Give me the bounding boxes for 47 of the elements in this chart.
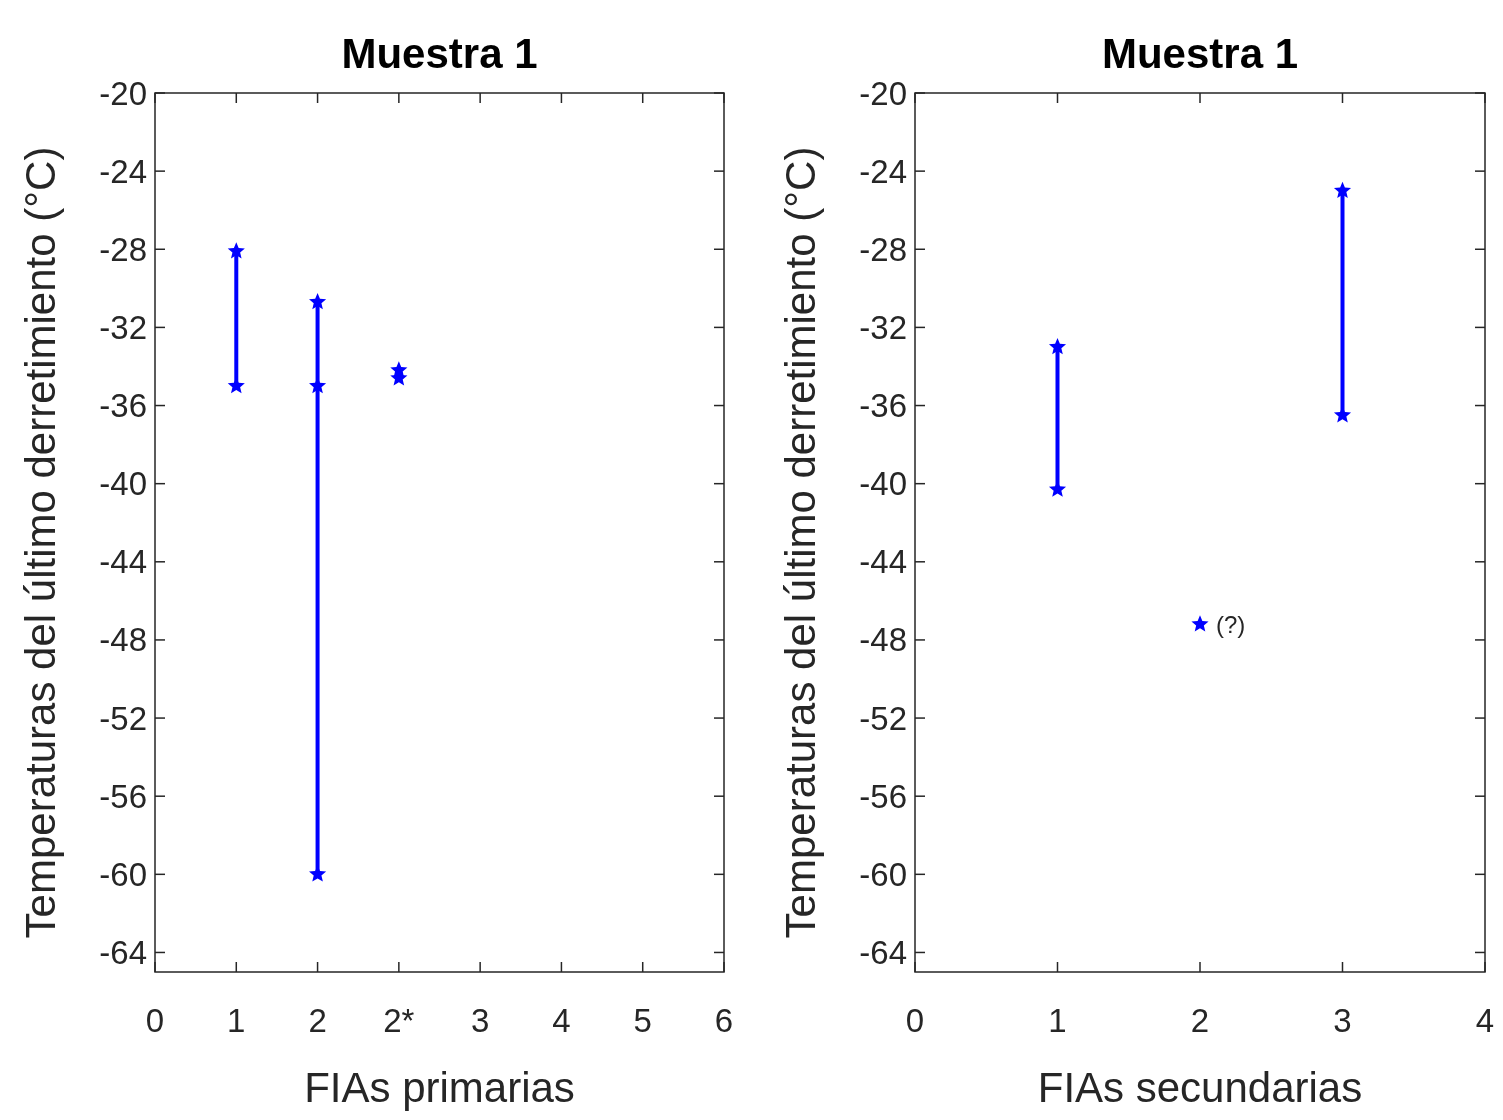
annotation: (?) — [1216, 610, 1246, 638]
y-tick-label: -32 — [859, 308, 907, 346]
y-tick-label: -28 — [859, 230, 907, 268]
x-tick-label: 2* — [383, 1002, 415, 1039]
x-tick-label: 2 — [1190, 1002, 1210, 1039]
x-tick-label: 3 — [470, 1002, 490, 1039]
y-tick-label: -56 — [99, 777, 147, 815]
x-tick-label: 4 — [552, 1002, 571, 1039]
x-tick-label: 1 — [1048, 1002, 1067, 1039]
y-tick-label: -20 — [99, 74, 147, 112]
y-tick-label: -20 — [859, 74, 907, 112]
x-tick-label: 5 — [633, 1002, 652, 1039]
y-tick-label: -44 — [99, 543, 147, 581]
x-tick-label: 3 — [1333, 1002, 1352, 1039]
y-tick-label: -48 — [99, 621, 147, 659]
y-tick-label: -44 — [859, 543, 907, 581]
y-tick-label: -36 — [859, 387, 907, 425]
x-axis-title: FIAs secundarias — [1037, 1064, 1363, 1111]
y-axis-title: Temperaturas del último derretimiento (°C) — [17, 146, 64, 939]
y-tick-label: -36 — [99, 387, 147, 425]
x-tick-label: 0 — [145, 1002, 165, 1039]
x-tick-label: 1 — [227, 1002, 246, 1039]
y-tick-label: -52 — [859, 699, 907, 737]
x-tick-label: 2 — [308, 1002, 327, 1039]
chart-title: Muestra 1 — [341, 30, 538, 77]
y-tick-label: -64 — [859, 934, 907, 972]
y-tick-label: -64 — [99, 934, 147, 972]
point — [1333, 181, 1352, 198]
point — [1048, 337, 1067, 355]
x-axis-title: FIAs primarias — [304, 1064, 575, 1111]
y-tick-label: -32 — [99, 308, 147, 346]
y-tick-label: -52 — [99, 699, 147, 737]
y-tick-label: -40 — [859, 465, 907, 503]
y-tick-label: -60 — [99, 855, 147, 893]
y-tick-label: -48 — [859, 621, 907, 659]
point — [1191, 615, 1209, 632]
x-tick-label: 6 — [714, 1002, 734, 1039]
y-tick-label: -56 — [859, 777, 907, 815]
y-tick-label: -24 — [859, 152, 907, 190]
y-tick-label: -40 — [99, 465, 147, 503]
y-tick-label: -60 — [859, 855, 907, 893]
x-tick-label: 0 — [905, 1002, 925, 1039]
x-tick-label: 4 — [1475, 1002, 1495, 1039]
y-tick-label: -28 — [99, 230, 147, 268]
chart-title: Muestra 1 — [1101, 30, 1299, 77]
y-tick-label: -24 — [99, 152, 147, 190]
y-axis-title: Temperaturas del último derretimiento (°C) — [777, 146, 824, 939]
